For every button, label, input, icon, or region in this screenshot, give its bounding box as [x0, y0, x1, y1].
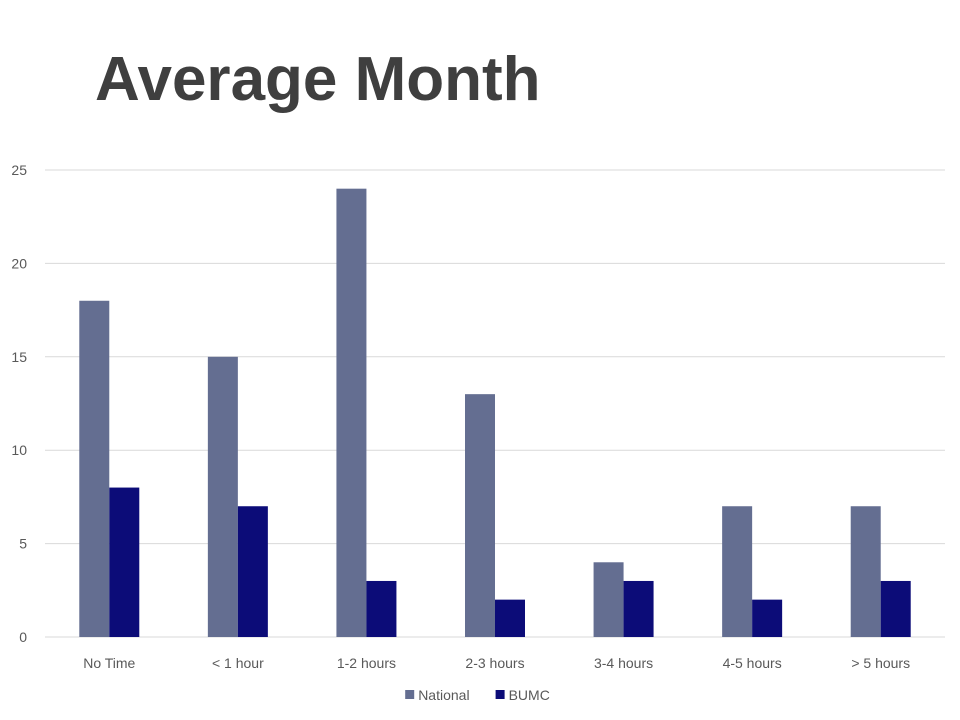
x-category-label: 2-3 hours — [465, 655, 524, 671]
bar-national-2 — [336, 188, 367, 637]
bar-bumc-6 — [880, 580, 911, 637]
x-category-label: 1-2 hours — [337, 655, 396, 671]
y-tick-label: 0 — [19, 629, 27, 645]
x-axis-category-labels: No Time < 1 hour 1-2 hours 2-3 hours 3-4 hou… — [83, 655, 910, 671]
bar-bumc-3 — [495, 599, 525, 637]
bars — [79, 188, 911, 637]
y-axis-tick-labels: 0 5 10 15 20 25 — [11, 162, 27, 645]
bar-bumc-1 — [237, 506, 268, 637]
x-category-label: > 5 hours — [851, 655, 910, 671]
legend-label-national: National — [418, 687, 469, 703]
bar-national-6 — [850, 506, 881, 637]
x-category-label: 3-4 hours — [594, 655, 653, 671]
bar-national-4 — [593, 562, 624, 637]
bar-national-0 — [79, 300, 110, 637]
bar-bumc-0 — [109, 487, 140, 637]
legend-swatch-bumc — [495, 690, 505, 699]
bar-national-3 — [465, 394, 495, 637]
y-tick-label: 25 — [11, 162, 27, 178]
slide-title: Average Month — [95, 45, 541, 114]
y-tick-label: 10 — [11, 442, 27, 458]
x-category-label: No Time — [83, 655, 135, 671]
bar-bumc-2 — [366, 580, 397, 637]
y-tick-label: 20 — [11, 255, 27, 271]
x-category-label: < 1 hour — [212, 655, 264, 671]
bar-national-1 — [207, 356, 238, 637]
bar-national-5 — [722, 506, 753, 637]
x-category-label: 4-5 hours — [723, 655, 782, 671]
legend: National BUMC — [405, 687, 550, 703]
bar-bumc-5 — [752, 599, 783, 637]
y-tick-label: 5 — [19, 536, 27, 552]
y-tick-label: 15 — [11, 349, 27, 365]
bar-bumc-4 — [623, 580, 654, 637]
legend-label-bumc: BUMC — [509, 687, 550, 703]
legend-swatch-national — [405, 690, 415, 699]
